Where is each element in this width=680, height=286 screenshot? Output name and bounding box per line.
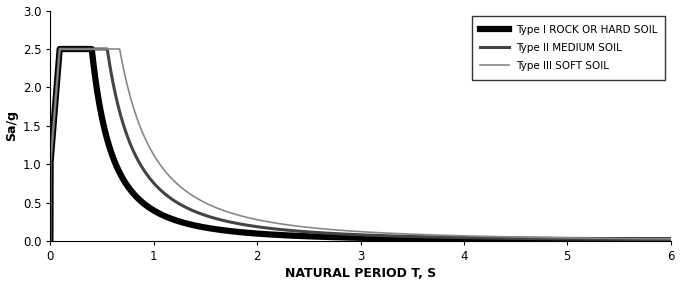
Type I ROCK OR HARD SOIL: [655, 239, 663, 242]
Type III SOFT SOIL: [588, 237, 596, 240]
Type II MEDIUM SOIL: [117, 116, 125, 120]
Type II MEDIUM SOIL: [284, 229, 292, 232]
Type I ROCK OR HARD SOIL: [46, 240, 54, 243]
Line: Type I ROCK OR HARD SOIL: Type I ROCK OR HARD SOIL: [50, 49, 670, 241]
Type II MEDIUM SOIL: [46, 240, 54, 243]
Type III SOFT SOIL: [655, 237, 663, 241]
Type III SOFT SOIL: [311, 227, 320, 230]
Type I ROCK OR HARD SOIL: [154, 211, 163, 215]
Type I ROCK OR HARD SOIL: [588, 239, 596, 242]
Type II MEDIUM SOIL: [588, 237, 596, 241]
X-axis label: NATURAL PERIOD T, S: NATURAL PERIOD T, S: [285, 267, 436, 281]
Type I ROCK OR HARD SOIL: [117, 174, 125, 178]
Type II MEDIUM SOIL: [311, 231, 320, 234]
Legend: Type I ROCK OR HARD SOIL, Type II MEDIUM SOIL, Type III SOFT SOIL: Type I ROCK OR HARD SOIL, Type II MEDIUM…: [472, 16, 666, 80]
Type III SOFT SOIL: [56, 47, 64, 51]
Line: Type II MEDIUM SOIL: Type II MEDIUM SOIL: [50, 49, 670, 241]
Type I ROCK OR HARD SOIL: [311, 235, 320, 238]
Type II MEDIUM SOIL: [56, 47, 64, 51]
Type III SOFT SOIL: [154, 160, 163, 164]
Line: Type III SOFT SOIL: Type III SOFT SOIL: [50, 49, 670, 241]
Type II MEDIUM SOIL: [655, 238, 663, 241]
Type III SOFT SOIL: [666, 237, 675, 241]
Type I ROCK OR HARD SOIL: [666, 239, 675, 242]
Y-axis label: Sa/g: Sa/g: [5, 110, 18, 141]
Type III SOFT SOIL: [117, 56, 125, 60]
Type I ROCK OR HARD SOIL: [56, 47, 64, 51]
Type II MEDIUM SOIL: [666, 238, 675, 241]
Type II MEDIUM SOIL: [154, 186, 163, 189]
Type III SOFT SOIL: [284, 223, 292, 227]
Type I ROCK OR HARD SOIL: [284, 234, 292, 237]
Type III SOFT SOIL: [46, 240, 54, 243]
